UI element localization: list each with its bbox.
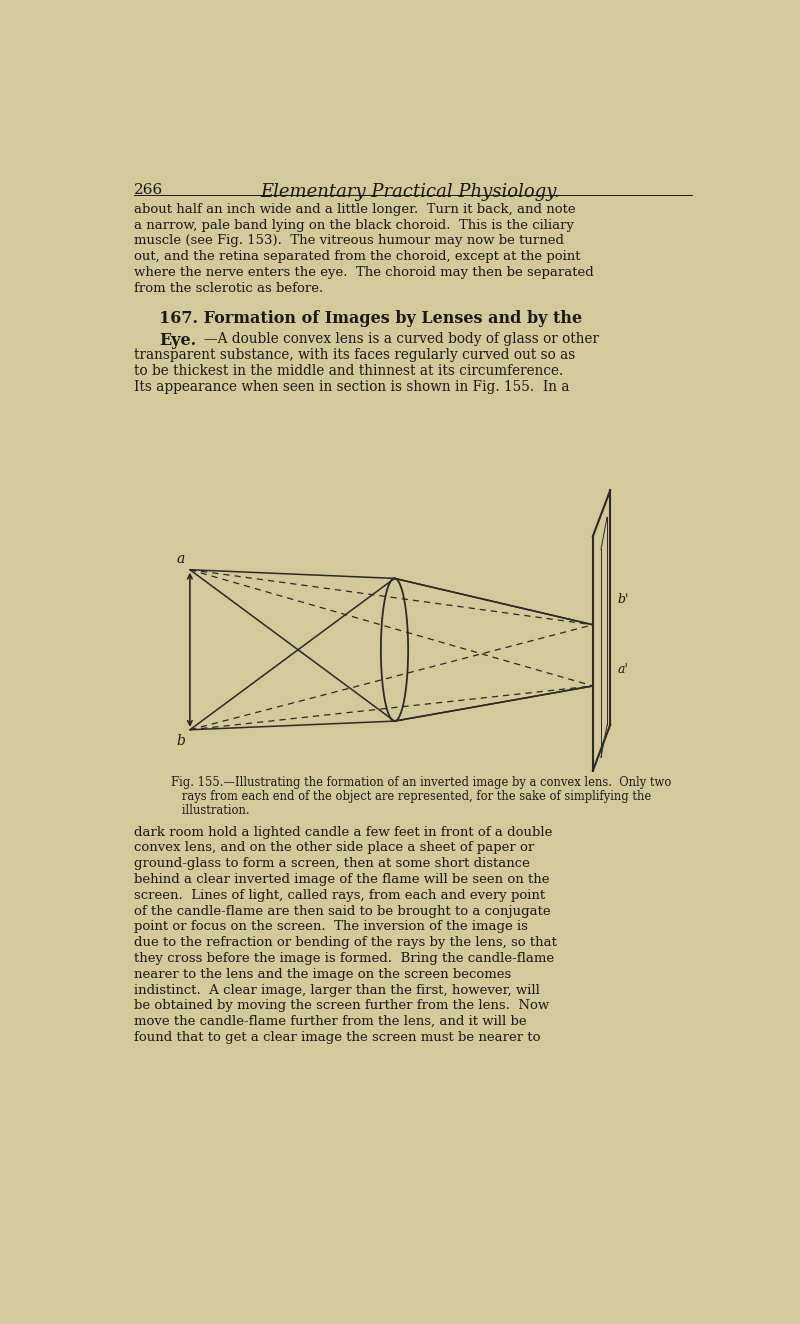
- Text: convex lens, and on the other side place a sheet of paper or: convex lens, and on the other side place…: [134, 842, 534, 854]
- Text: of the candle-flame are then said to be brought to a conjugate: of the candle-flame are then said to be …: [134, 904, 550, 918]
- Text: move the candle-flame further from the lens, and it will be: move the candle-flame further from the l…: [134, 1016, 526, 1029]
- Text: Elementary Practical Physiology.: Elementary Practical Physiology.: [260, 183, 560, 201]
- Text: behind a clear inverted image of the flame will be seen on the: behind a clear inverted image of the fla…: [134, 873, 550, 886]
- Text: screen.  Lines of light, called rays, from each and every point: screen. Lines of light, called rays, fro…: [134, 888, 546, 902]
- Text: they cross before the image is formed.  Bring the candle-flame: they cross before the image is formed. B…: [134, 952, 554, 965]
- Text: be obtained by moving the screen further from the lens.  Now: be obtained by moving the screen further…: [134, 1000, 550, 1013]
- Text: rays from each end of the object are represented, for the sake of simplifying th: rays from each end of the object are rep…: [171, 790, 651, 802]
- Text: dark room hold a lighted candle a few feet in front of a double: dark room hold a lighted candle a few fe…: [134, 826, 553, 838]
- Text: Eye.: Eye.: [159, 332, 196, 350]
- Text: where the nerve enters the eye.  The choroid may then be separated: where the nerve enters the eye. The chor…: [134, 266, 594, 279]
- Text: to be thickest in the middle and thinnest at its circumference.: to be thickest in the middle and thinnes…: [134, 364, 563, 377]
- Text: a': a': [618, 663, 629, 677]
- Text: muscle (see Fig. 153).  The vitreous humour may now be turned: muscle (see Fig. 153). The vitreous humo…: [134, 234, 564, 248]
- Text: point or focus on the screen.  The inversion of the image is: point or focus on the screen. The invers…: [134, 920, 528, 933]
- Text: Fig. 155.—Illustrating the formation of an inverted image by a convex lens.  Onl: Fig. 155.—Illustrating the formation of …: [171, 776, 672, 789]
- Text: b': b': [618, 593, 629, 606]
- Text: out, and the retina separated from the choroid, except at the point: out, and the retina separated from the c…: [134, 250, 581, 263]
- Text: Its appearance when seen in section is shown in Fig. 155.  In a: Its appearance when seen in section is s…: [134, 380, 570, 393]
- Text: 266: 266: [134, 183, 163, 197]
- Text: b: b: [176, 733, 185, 748]
- Text: nearer to the lens and the image on the screen becomes: nearer to the lens and the image on the …: [134, 968, 511, 981]
- Text: from the sclerotic as before.: from the sclerotic as before.: [134, 282, 323, 295]
- Text: due to the refraction or bending of the rays by the lens, so that: due to the refraction or bending of the …: [134, 936, 557, 949]
- Text: ground-glass to form a screen, then at some short distance: ground-glass to form a screen, then at s…: [134, 857, 530, 870]
- Text: a: a: [176, 552, 185, 565]
- Text: transparent substance, with its faces regularly curved out so as: transparent substance, with its faces re…: [134, 348, 575, 361]
- Text: illustration.: illustration.: [171, 804, 250, 817]
- Text: indistinct.  A clear image, larger than the first, however, will: indistinct. A clear image, larger than t…: [134, 984, 540, 997]
- Text: found that to get a clear image the screen must be nearer to: found that to get a clear image the scre…: [134, 1031, 541, 1045]
- Text: about half an inch wide and a little longer.  Turn it back, and note: about half an inch wide and a little lon…: [134, 203, 576, 216]
- Text: a narrow, pale band lying on the black choroid.  This is the ciliary: a narrow, pale band lying on the black c…: [134, 218, 574, 232]
- Text: —A double convex lens is a curved body of glass or other: —A double convex lens is a curved body o…: [203, 332, 598, 346]
- Text: 167. Formation of Images by Lenses and by the: 167. Formation of Images by Lenses and b…: [159, 310, 582, 327]
